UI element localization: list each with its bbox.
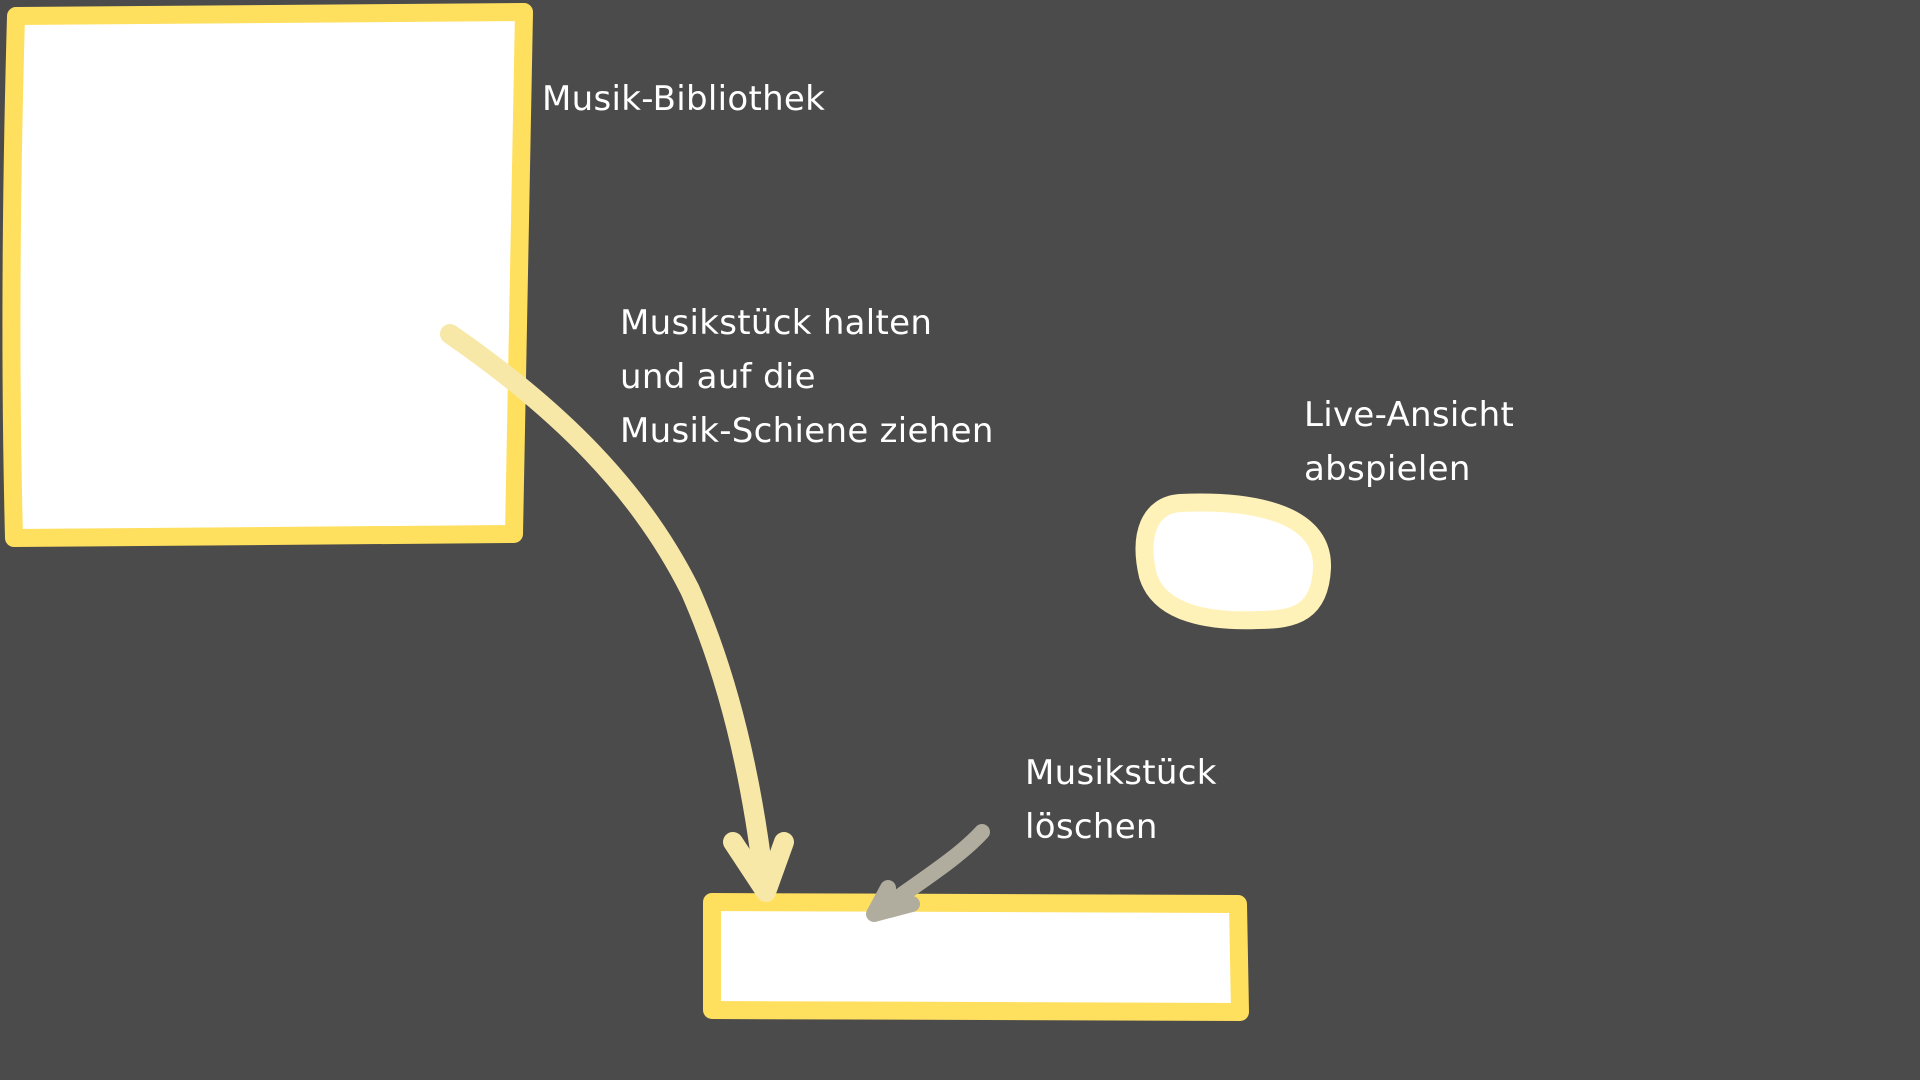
live-view-label: Live-Ansicht abspielen (1304, 388, 1514, 496)
play-live-view-button[interactable] (1135, 493, 1332, 630)
delete-track-line-2: löschen (1025, 807, 1158, 847)
drag-instruction-line-1: Musikstück halten (620, 303, 933, 343)
music-track-rail[interactable] (703, 893, 1249, 1021)
drag-instruction-line-3: Musik-Schiene ziehen (620, 411, 994, 451)
music-library-label-text: Musik-Bibliothek (542, 79, 826, 119)
delete-track-line-1: Musikstück (1025, 753, 1217, 793)
drag-arrow-line (440, 324, 774, 892)
live-view-line-1: Live-Ansicht (1304, 395, 1515, 435)
delete-arrow-head (866, 880, 920, 922)
music-library-label: Musik-Bibliothek (542, 72, 825, 126)
music-library-panel[interactable] (2, 3, 533, 547)
delete-track-label: Musikstück löschen (1025, 746, 1217, 854)
drag-instruction-line-2: und auf die (620, 357, 816, 397)
drag-instruction-label: Musikstück halten und auf die Musik-Schi… (620, 296, 994, 458)
drag-arrow-head (723, 832, 794, 902)
live-view-line-2: abspielen (1304, 449, 1471, 489)
